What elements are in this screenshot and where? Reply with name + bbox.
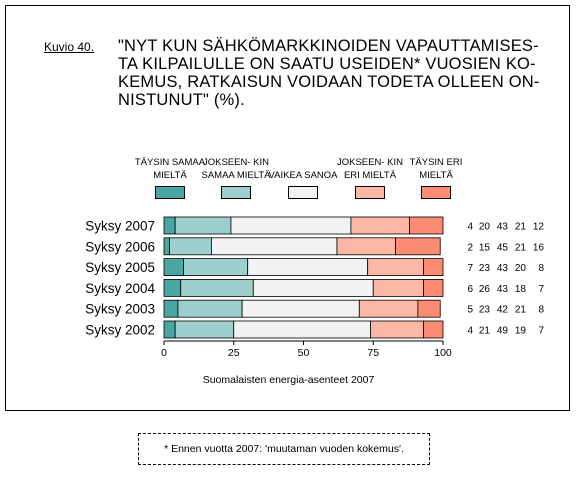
bar-segment <box>163 237 170 256</box>
data-label: 7 <box>538 284 544 295</box>
bar-segment <box>241 299 360 318</box>
data-label: 6 <box>467 284 473 295</box>
x-tick-label: 0 <box>161 347 167 359</box>
bar-segment <box>230 216 352 235</box>
x-tick-label: 50 <box>298 347 310 359</box>
bar-segment <box>180 278 254 297</box>
data-label: 23 <box>479 263 491 274</box>
bar-segment <box>423 278 444 297</box>
data-label: 21 <box>479 326 491 337</box>
data-label: 18 <box>515 284 527 295</box>
bar-segment <box>183 258 249 277</box>
figure-label: Kuvio 40. <box>44 40 95 54</box>
bar-segment <box>174 320 235 339</box>
category-label: Syksy 2007 <box>85 219 155 234</box>
bar-segment <box>169 237 212 256</box>
legend-swatch <box>155 186 185 199</box>
title-line: NISTUNUT" (%). <box>118 91 245 109</box>
legend-item: JOKSEEN- KIN SAMAA MIELTÄ <box>196 138 276 199</box>
data-label: 43 <box>497 263 509 274</box>
data-label: 19 <box>515 326 527 337</box>
data-label: 7 <box>467 263 473 274</box>
data-label: 8 <box>538 305 544 316</box>
legend-label: TÄYSIN SAMAA MIELTÄ <box>134 157 206 181</box>
bar-segment <box>423 320 444 339</box>
bar-segment <box>358 299 419 318</box>
category-label: Syksy 2003 <box>85 302 155 317</box>
x-tick-label: 25 <box>228 347 240 359</box>
category-label: Syksy 2004 <box>85 281 155 296</box>
bar-segment <box>367 258 424 277</box>
title-line: TA KILPAILULLE ON SAATU USEIDEN* VUOSIEN… <box>118 55 536 73</box>
legend-swatch <box>288 186 318 199</box>
bar-segment <box>174 216 232 235</box>
data-label: 21 <box>515 305 527 316</box>
bar-segment <box>163 278 182 297</box>
data-label: 45 <box>497 242 509 253</box>
bar-segment <box>350 216 410 235</box>
legend-item: JOKSEEN- KIN ERI MIELTÄ <box>330 138 410 199</box>
figure-frame <box>5 5 570 411</box>
data-label: 21 <box>515 242 527 253</box>
bar-segment <box>336 237 396 256</box>
legend-item: TÄYSIN ERI MIELTÄ <box>396 138 476 199</box>
legend-label: JOKSEEN- KIN ERI MIELTÄ <box>337 157 403 181</box>
bar-segment <box>409 216 444 235</box>
bar-segment <box>163 216 176 235</box>
bar-segment <box>233 320 371 339</box>
category-label: Syksy 2002 <box>85 323 155 338</box>
bar-segment <box>163 320 176 339</box>
footnote-text: * Ennen vuotta 2007: 'muutaman vuoden ko… <box>164 443 404 455</box>
category-label: Syksy 2006 <box>85 239 155 254</box>
bar-segment <box>211 237 338 256</box>
data-label: 42 <box>497 305 509 316</box>
data-label: 23 <box>479 305 491 316</box>
x-axis-label: Suomalaisten energia-asenteet 2007 <box>202 374 375 386</box>
bar-segment <box>177 299 243 318</box>
data-label: 20 <box>479 222 491 233</box>
legend-swatch <box>221 186 251 199</box>
bar-segment <box>395 237 441 256</box>
data-label: 5 <box>467 305 473 316</box>
data-label: 20 <box>515 263 527 274</box>
legend-item: VAIKEA SANOA <box>263 138 343 199</box>
legend-item: TÄYSIN SAMAA MIELTÄ <box>130 138 210 199</box>
chart-title: "NYT KUN SÄHKÖMARKKINOIDEN VAPAUTTAMISES… <box>118 37 548 109</box>
data-label: 43 <box>497 284 509 295</box>
data-label: 21 <box>515 222 527 233</box>
x-tick-label: 75 <box>367 347 379 359</box>
data-label: 15 <box>479 242 491 253</box>
legend-swatch <box>355 186 385 199</box>
bar-segment <box>370 320 424 339</box>
data-label: 4 <box>467 222 473 233</box>
x-tick-label: 100 <box>434 347 452 359</box>
data-label: 12 <box>533 222 545 233</box>
legend-swatch <box>421 186 451 199</box>
data-label: 2 <box>467 242 473 253</box>
category-label: Syksy 2005 <box>85 260 155 275</box>
bar-segment <box>252 278 374 297</box>
legend-label: VAIKEA SANOA <box>268 170 338 181</box>
data-label: 4 <box>467 326 473 337</box>
bar-segment <box>163 258 184 277</box>
bar-segment <box>372 278 424 297</box>
bar-segment <box>417 299 441 318</box>
bar-segment <box>247 258 369 277</box>
title-line: "NYT KUN SÄHKÖMARKKINOIDEN VAPAUTTAMISES… <box>118 37 539 55</box>
data-label: 8 <box>538 263 544 274</box>
legend-label: JOKSEEN- KIN SAMAA MIELTÄ <box>201 157 271 181</box>
data-label: 49 <box>497 326 509 337</box>
data-label: 26 <box>479 284 491 295</box>
title-line: KEMUS, RATKAISUN VOIDAAN TODETA OLLEEN O… <box>118 73 540 91</box>
bar-segment <box>423 258 444 277</box>
data-label: 43 <box>497 222 509 233</box>
footnote-box: * Ennen vuotta 2007: 'muutaman vuoden ko… <box>138 433 430 465</box>
data-label: 7 <box>538 326 544 337</box>
data-label: 16 <box>533 242 545 253</box>
legend-label: TÄYSIN ERI MIELTÄ <box>409 157 463 181</box>
bar-segment <box>163 299 179 318</box>
